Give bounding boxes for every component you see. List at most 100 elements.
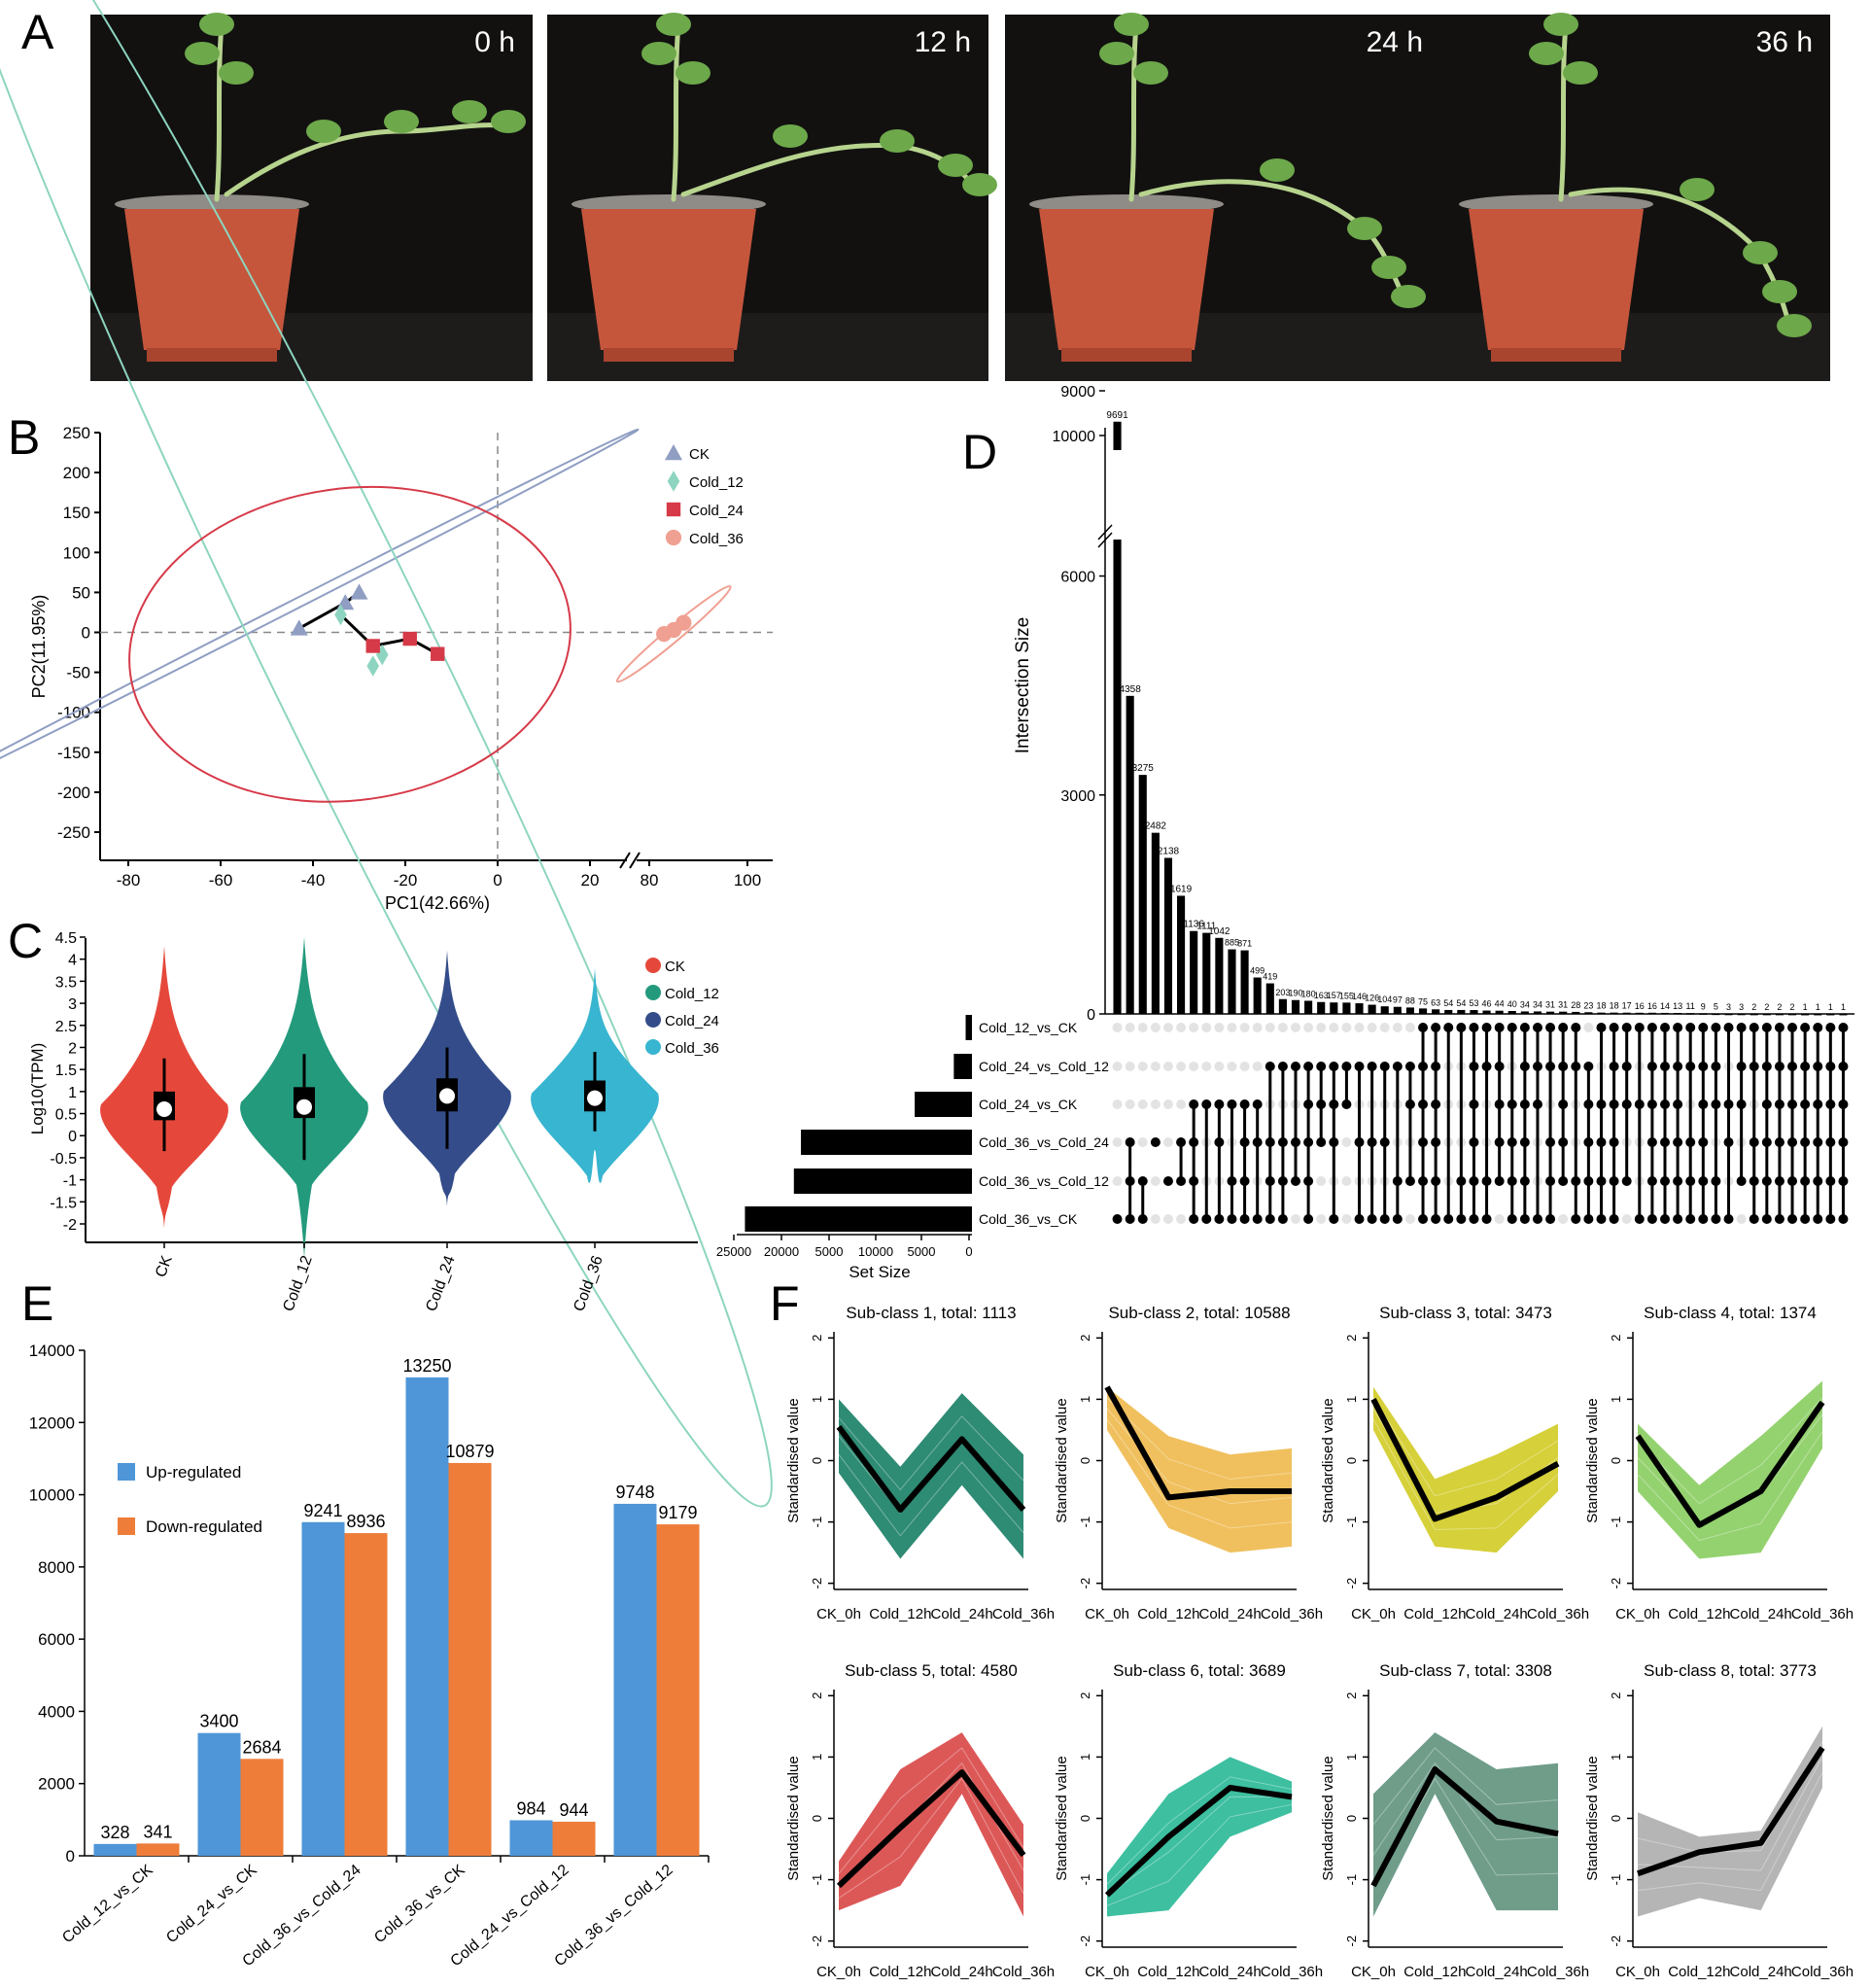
matrix-dot [1583,1023,1594,1032]
intersection-bar [1278,998,1287,1014]
matrix-dot [1367,1023,1377,1032]
axis-break-mark [1097,524,1113,541]
intersection-bar [1405,1007,1414,1014]
intersection-bar [1507,1010,1516,1014]
plant-leaf [219,61,254,85]
set-size-tick-label: 0 [965,1244,972,1259]
x-tick-label: Cold_36h [1527,1606,1589,1622]
matrix-dot [1162,1214,1173,1224]
intersection-bar [1559,1011,1568,1014]
y-tick-label: 10000 [1053,429,1096,445]
x-tick-label: Cold_12h [1668,1964,1730,1980]
intersection-label: 1042 [1208,926,1230,937]
y-tick-label: 1 [1609,1754,1623,1761]
profile-line [838,1747,1024,1874]
subclass-title: Sub-class 7, total: 3308 [1379,1661,1552,1680]
x-tick-label: CK [153,1253,176,1279]
intersection-label: 75 [1418,996,1428,1006]
flower-pot [124,209,299,350]
intersection-label: 1 [1828,1002,1833,1012]
y-tick-label: 10000 [29,1486,75,1505]
intersection-label: 3 [1726,1002,1731,1012]
intersection-bar [1444,1009,1453,1014]
intersection-label: 885 [1225,938,1239,948]
violin-median [587,1090,603,1106]
matrix-dot [1137,1023,1148,1032]
intersection-bar [1622,1012,1631,1015]
matrix-dot [1150,1023,1161,1032]
bar [405,1377,449,1856]
intersection-label: 88 [1405,995,1415,1005]
pot-base [147,348,277,362]
matrix-dot [1558,1214,1569,1224]
panel-label-a: A [21,5,54,59]
intersection-bar [1151,832,1160,1014]
matrix-dot [1162,1023,1173,1032]
y-tick-label: -2 [1078,1936,1092,1947]
subclass-title: Sub-class 1, total: 1113 [846,1304,1016,1322]
x-tick-label: Cold_12h [1137,1606,1199,1622]
x-tick-label: CK_0h [1085,1964,1129,1980]
intersection-label: 871 [1237,939,1252,949]
intersection-bar [1228,949,1236,1014]
x-tick-label: Cold_24h [1730,1964,1792,1980]
intersection-label: 1 [1816,1002,1820,1012]
intersection-bar [1163,857,1173,1014]
plant-leaf [306,120,341,143]
intersection-label: 97 [1393,995,1403,1005]
intersection-bar [1380,1006,1389,1014]
legend-marker [645,985,661,1000]
plant-stem [214,21,511,202]
plant-leaf [1680,178,1715,201]
y-tick-label: 0 [1078,1815,1092,1822]
matrix-dot [1162,1062,1173,1071]
y-tick-label: 1 [1078,1396,1092,1403]
x-tick-label: CK_0h [816,1606,861,1622]
intersection-label: 157 [1327,991,1341,1000]
matrix-dot [1736,1214,1747,1224]
plant-leaf [1347,217,1382,240]
cold12-point [375,644,389,666]
y-tick-label: -2 [1344,1578,1359,1589]
subclass-panel: 2 1 0 -1 -2 Sub-class 1, total: 1113 CK_0h Cold… [785,1304,1055,1622]
profile-line [838,1415,1024,1491]
intersection-label: 2 [1790,1002,1795,1012]
matrix-dot [1150,1176,1161,1186]
legend-label: CK [665,959,685,975]
plant-leaf [1563,61,1598,85]
y-tick-label: -1.5 [50,1195,77,1211]
matrix-dot [1150,1137,1161,1147]
matrix-dot [1201,1023,1212,1032]
intersection-bar [1801,1013,1810,1016]
intersection-label: 23 [1583,1000,1593,1010]
x-tick-label: Cold_36h [1791,1606,1854,1622]
violin-median [156,1101,172,1117]
x-tick-label: Cold_12h [869,1606,931,1622]
panel-f-cluster-profiles: 2 1 0 -1 -2 Sub-class 1, total: 1113 CK_0h Cold… [785,1304,1854,1980]
plant-leaf [185,42,220,65]
cold36-point [665,529,682,546]
plant-leaf [199,13,234,36]
matrix-dot [1252,1062,1263,1071]
y-tick-label: 2.5 [55,1019,77,1035]
set-name-label: Cold_36_vs_CK [979,1211,1078,1227]
y-tick-label: -1 [1344,1517,1359,1528]
plant-leaf [938,154,973,177]
profile-line [838,1453,1024,1537]
y-axis-label: Standardised value [1320,1398,1336,1522]
intersection-bar [1724,1013,1733,1016]
matrix-dot [1189,1062,1199,1071]
matrix-dot [1176,1023,1187,1032]
confidence-ellipse [0,0,773,1508]
set-name-label: Cold_24_vs_Cold_12 [979,1059,1109,1074]
subclass-title: Sub-class 2, total: 10588 [1108,1304,1290,1322]
matrix-dot [1227,1062,1237,1071]
cold24-point [666,502,681,517]
x-tick-label: Cold_12h [1137,1964,1199,1980]
subclass-title: Sub-class 8, total: 3773 [1644,1661,1817,1680]
legend-label: CK [689,446,710,463]
profile-line [1637,1431,1823,1542]
set-size-tick-label: 20000 [764,1244,799,1259]
panel-d-upset-plot: 10000 9000 6000 3000 0 Intersection Size 9691 4… [716,384,1854,1281]
plant-leaf [452,100,487,123]
